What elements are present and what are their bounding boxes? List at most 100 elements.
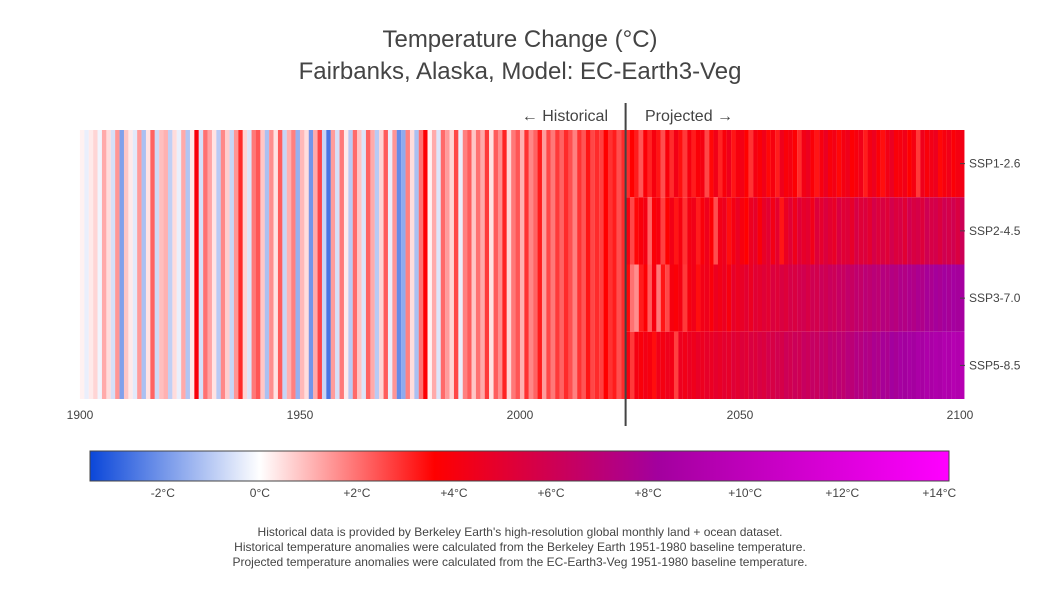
projected-stripe — [933, 331, 939, 399]
historical-stripe — [128, 130, 133, 399]
projected-stripe — [744, 331, 749, 399]
chart-title-line-2: Fairbanks, Alaska, Model: EC-Earth3-Veg — [298, 58, 742, 85]
projected-stripe — [660, 264, 666, 332]
historical-stripe — [559, 130, 565, 399]
projected-stripe — [845, 331, 851, 399]
projected-stripe — [713, 197, 719, 265]
row-label: SSP1-2.6 — [969, 157, 1021, 171]
projected-stripe — [748, 130, 754, 198]
projected-stripe — [893, 331, 899, 399]
projected-stripe — [876, 331, 881, 399]
x-tick-label: 2050 — [727, 408, 754, 422]
projected-stripe — [783, 197, 789, 265]
colorbar-tick-label: +8°C — [635, 486, 662, 500]
projected-stripe — [634, 331, 639, 399]
historical-stripe — [581, 130, 587, 399]
colorbar-tick-label: +12°C — [825, 486, 859, 500]
projected-stripe — [889, 130, 895, 198]
projected-stripe — [673, 197, 679, 265]
projected-stripe — [691, 331, 697, 399]
historical-stripe — [546, 130, 551, 399]
projected-stripe — [792, 197, 798, 265]
projected-stripe — [933, 264, 939, 332]
historical-stripe — [260, 130, 265, 399]
projected-stripe — [660, 197, 666, 265]
projected-stripe — [629, 197, 635, 265]
projected-stripe — [704, 264, 710, 332]
projected-stripe — [805, 331, 811, 399]
projected-stripe — [700, 331, 705, 399]
projected-stripe — [726, 130, 732, 198]
historical-stripe — [401, 130, 406, 399]
projected-stripe — [673, 130, 679, 198]
projected-stripe — [665, 264, 670, 332]
historical-stripe — [541, 130, 547, 399]
projected-stripe — [951, 264, 956, 332]
projected-stripe — [783, 264, 789, 332]
projected-stripe — [933, 130, 939, 198]
projected-stripe — [691, 264, 697, 332]
projected-stripe — [832, 130, 837, 198]
chart-title-line-1: Temperature Change (°C) — [382, 26, 658, 53]
projected-stripe — [788, 197, 793, 265]
historical-stripe — [304, 130, 309, 399]
projected-stripe — [735, 264, 741, 332]
projected-stripe — [836, 197, 842, 265]
historical-stripe — [506, 130, 512, 399]
projected-stripe — [647, 264, 653, 332]
historical-stripe — [436, 130, 441, 399]
projected-stripe — [783, 130, 789, 198]
historical-stripe — [458, 130, 463, 399]
projected-stripe — [823, 264, 829, 332]
historical-stripe — [167, 130, 173, 399]
historical-stripe — [110, 130, 116, 399]
projected-stripe — [731, 331, 736, 399]
projected-stripe — [638, 197, 644, 265]
historical-stripe — [150, 130, 155, 399]
projected-stripe — [687, 130, 692, 198]
projected-stripe — [678, 331, 683, 399]
projected-stripe — [880, 130, 886, 198]
projected-stripe — [841, 264, 846, 332]
projected-stripe — [942, 264, 947, 332]
historical-stripe — [172, 130, 177, 399]
projected-stripe — [722, 197, 727, 265]
historical-stripe — [255, 130, 261, 399]
x-tick-label: 1950 — [287, 408, 314, 422]
projected-stripe — [788, 264, 793, 332]
historical-stripe — [141, 130, 147, 399]
projected-stripe — [638, 130, 644, 198]
projected-stripe — [929, 197, 934, 265]
x-tick-label: 1900 — [67, 408, 94, 422]
projected-stripe — [656, 331, 661, 399]
projected-stripe — [678, 264, 683, 332]
projected-stripe — [819, 197, 824, 265]
projected-stripe — [836, 331, 842, 399]
historical-stripe — [519, 130, 525, 399]
projected-stripe — [744, 197, 749, 265]
projected-stripe — [687, 264, 692, 332]
historical-stripe — [524, 130, 529, 399]
projected-stripe — [805, 197, 811, 265]
projected-stripe — [898, 197, 903, 265]
projected-stripe — [775, 197, 780, 265]
projected-stripe — [819, 264, 824, 332]
historical-stripe — [238, 130, 243, 399]
historical-stripe — [577, 130, 582, 399]
projected-stripe — [739, 130, 745, 198]
projected-stripe — [634, 130, 639, 198]
projected-stripe — [858, 130, 864, 198]
projected-stripe — [902, 130, 908, 198]
projected-stripe — [858, 331, 864, 399]
projected-stripe — [951, 130, 956, 198]
projected-stripe — [810, 264, 815, 332]
projected-stripe — [722, 264, 727, 332]
historical-stripe — [154, 130, 160, 399]
projected-stripe — [660, 331, 666, 399]
historical-stripe — [97, 130, 103, 399]
colorbar-tick-label: +6°C — [537, 486, 564, 500]
projected-stripe — [770, 197, 776, 265]
historical-stripe — [176, 130, 182, 399]
projected-stripe — [709, 130, 714, 198]
colorbar-tick-label: -2°C — [151, 486, 175, 500]
